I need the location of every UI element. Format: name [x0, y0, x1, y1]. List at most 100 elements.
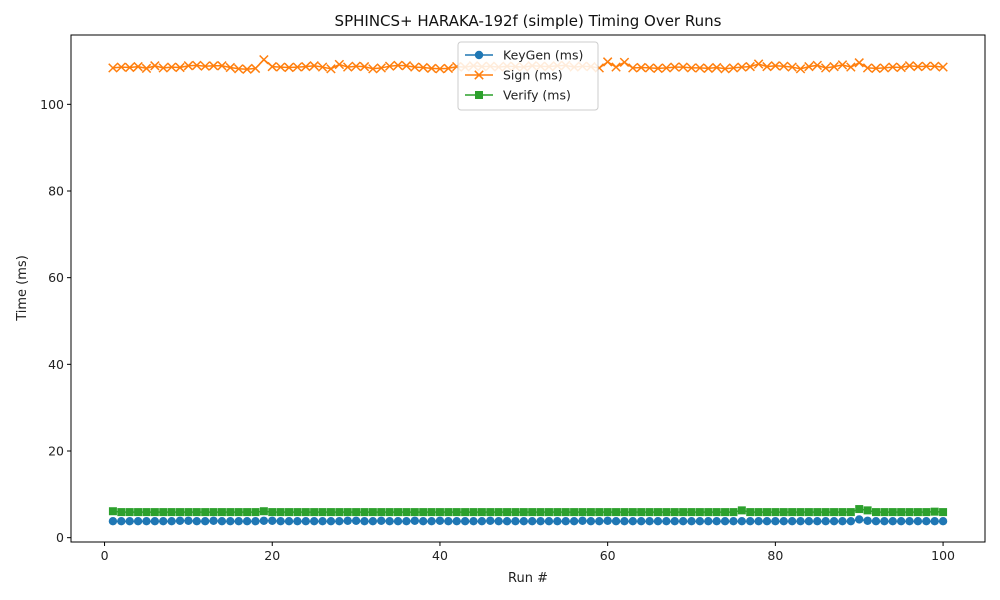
plot-area: [70, 34, 986, 543]
keygen-point: [553, 517, 562, 526]
y-tick-label: 100: [40, 97, 64, 112]
verify-point: [586, 508, 595, 517]
verify-point: [838, 508, 847, 517]
verify-point: [888, 508, 897, 517]
sign-point: [250, 63, 261, 74]
verify-point: [419, 508, 428, 517]
sign-point: [200, 61, 210, 71]
keygen-point: [704, 517, 713, 526]
sign-point: [183, 61, 194, 71]
sign-point: [418, 62, 428, 73]
keygen-point: [544, 517, 554, 526]
verify-point: [192, 508, 201, 517]
keygen-point: [410, 516, 419, 525]
keygen-point: [435, 516, 445, 525]
verify-point: [352, 508, 361, 517]
sign-point: [410, 62, 420, 72]
keygen-point: [268, 516, 277, 525]
keygen-point: [133, 517, 143, 526]
sign-point: [351, 61, 361, 71]
sign-point: [720, 64, 730, 74]
keygen-point: [536, 517, 545, 526]
keygen-point: [335, 517, 344, 526]
sign-point: [686, 63, 697, 73]
keygen-point: [519, 517, 529, 526]
verify-point: [368, 508, 377, 517]
keygen-point: [720, 517, 730, 526]
verify-point: [268, 508, 277, 517]
keygen-point: [896, 517, 906, 526]
keygen-point: [662, 517, 671, 526]
keygen-point: [200, 517, 210, 526]
sign-point: [384, 61, 395, 71]
verify-point: [846, 508, 855, 517]
keygen-point: [771, 517, 780, 526]
sign-point: [879, 63, 890, 73]
verify-point: [301, 508, 310, 517]
keygen-point: [628, 517, 638, 526]
legend-marker: [474, 70, 484, 80]
sign-point: [929, 61, 940, 71]
sign-point: [602, 57, 613, 67]
verify-line: [112, 508, 944, 513]
sign-point: [644, 63, 655, 73]
sign-point: [661, 63, 672, 73]
verify-point: [905, 508, 914, 517]
verify-point: [863, 506, 872, 515]
keygen-point: [318, 517, 327, 526]
verify-point: [360, 508, 369, 517]
verify-point: [603, 508, 612, 517]
sign-point: [628, 63, 638, 73]
verify-point: [142, 508, 151, 517]
verify-point: [427, 508, 436, 517]
sign-point: [116, 62, 127, 72]
verify-point: [570, 508, 579, 517]
sign-point: [896, 62, 906, 73]
verify-point: [746, 508, 755, 517]
sign-point: [443, 63, 454, 74]
verify-point: [259, 507, 268, 516]
verify-point: [310, 508, 319, 517]
x-axis: 0 20 40 60 80 100: [101, 542, 955, 563]
sign-point: [150, 61, 160, 71]
keygen-point: [695, 517, 705, 526]
keygen-point: [729, 517, 738, 526]
sign-point: [359, 61, 370, 72]
sign-point: [770, 61, 781, 71]
verify-point: [612, 508, 621, 517]
x-axis-label: Run #: [508, 571, 548, 586]
keygen-point: [611, 517, 621, 526]
verify-point: [561, 508, 570, 517]
keygen-point: [460, 517, 470, 526]
legend-label: KeyGen (ms): [503, 48, 583, 63]
keygen-point: [251, 517, 260, 526]
sign-point: [124, 62, 135, 73]
keygen-point: [637, 517, 646, 526]
keygen-point: [586, 517, 596, 526]
sign-point: [326, 64, 336, 74]
keygen-point: [603, 516, 612, 525]
sign-point: [284, 62, 294, 73]
keygen-point: [326, 517, 336, 526]
sign-point: [795, 64, 806, 74]
keygen-point: [779, 517, 788, 526]
sign-point: [829, 61, 839, 72]
sign-point: [233, 64, 244, 74]
keygen-point: [284, 517, 294, 526]
verify-point: [134, 508, 143, 517]
keygen-point: [645, 517, 654, 526]
y-tick-label: 20: [48, 444, 64, 459]
sign-point: [913, 61, 923, 72]
keygen-point: [402, 517, 411, 526]
verify-point: [536, 508, 545, 517]
keygen-point: [569, 517, 579, 526]
verify-point: [519, 508, 528, 517]
y-axis-label: Time (ms): [15, 255, 30, 322]
sign-point: [301, 61, 311, 72]
keygen-point: [293, 517, 302, 526]
verify-point: [251, 508, 260, 517]
sign-point: [737, 62, 747, 72]
keygen-point: [217, 517, 227, 526]
keygen-point: [142, 517, 151, 526]
verify-point: [167, 508, 176, 517]
